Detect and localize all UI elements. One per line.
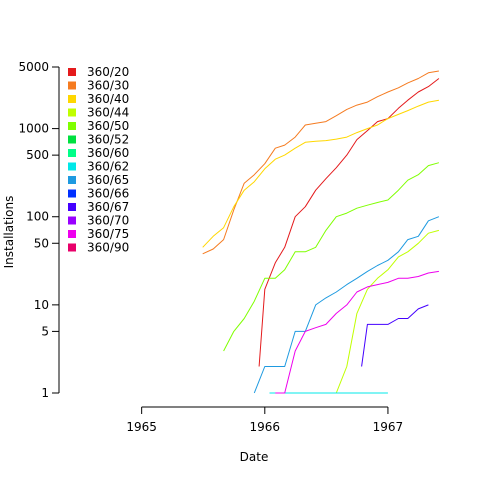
legend-label: 360/50 [87, 119, 129, 133]
legend-swatch [68, 149, 76, 157]
legend-label: 360/90 [87, 241, 129, 255]
legend-swatch [68, 243, 76, 252]
x-axis-title: Date [240, 450, 269, 464]
legend-label: 360/75 [87, 227, 129, 241]
y-tick-label: 5 [41, 324, 49, 338]
legend: 360/20360/30360/40360/44360/50360/52360/… [68, 65, 129, 255]
legend-label: 360/40 [87, 92, 129, 106]
legend-swatch [68, 68, 76, 76]
series-line-360-65 [253, 216, 440, 394]
legend-swatch [68, 189, 76, 198]
legend-label: 360/60 [87, 146, 129, 160]
legend-label: 360/70 [87, 214, 129, 228]
axes-layer: 1965 1966 1967 1 5 10 50 100 500 1000 5000 [18, 60, 403, 434]
legend-label: 360/66 [87, 187, 129, 201]
legend-swatch [68, 95, 76, 103]
series-line-360-30 [202, 70, 439, 255]
y-axis-title: Installations [2, 196, 16, 269]
legend-label: 360/30 [87, 79, 129, 93]
series-line-360-50 [223, 162, 440, 352]
legend-swatch [68, 108, 76, 117]
legend-swatch [68, 203, 76, 211]
y-tick-label: 1000 [18, 122, 49, 136]
legend-label: 360/52 [87, 133, 129, 147]
legend-label: 360/65 [87, 173, 129, 187]
x-tick-label: 1966 [250, 420, 281, 434]
legend-swatch [68, 122, 76, 130]
y-tick-label: 50 [34, 236, 49, 250]
series-line-360-20 [258, 78, 440, 367]
series-layer [202, 70, 440, 394]
legend-swatch [68, 81, 76, 90]
legend-label: 360/44 [87, 106, 129, 120]
x-tick-label: 1967 [373, 420, 404, 434]
y-tick-label: 10 [34, 298, 49, 312]
y-tick-label: 500 [26, 148, 49, 162]
y-tick-label: 1 [41, 386, 49, 400]
y-tick-label: 100 [26, 210, 49, 224]
legend-label: 360/62 [87, 160, 129, 174]
series-line-360-67 [361, 304, 429, 367]
x-tick-label: 1965 [126, 420, 157, 434]
legend-swatch [68, 216, 76, 225]
series-line-360-44 [315, 229, 440, 394]
legend-label: 360/67 [87, 200, 129, 214]
series-line-360-75 [275, 270, 439, 394]
legend-swatch [68, 176, 76, 184]
legend-swatch [68, 230, 76, 238]
legend-swatch [68, 162, 76, 171]
series-line-360-40 [202, 99, 439, 248]
y-tick-label: 5000 [18, 60, 49, 74]
legend-label: 360/20 [87, 65, 129, 79]
legend-swatch [68, 135, 76, 144]
